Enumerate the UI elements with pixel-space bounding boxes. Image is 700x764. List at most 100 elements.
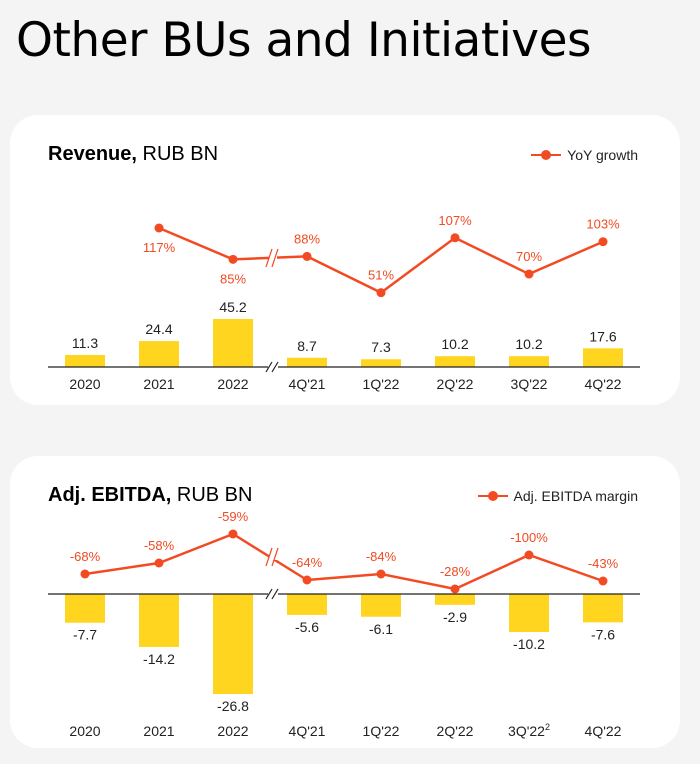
line-break-icon — [265, 248, 279, 268]
ebitda-chart-title: Adj. EBITDA, RUB BN — [48, 484, 252, 507]
ebitda-category-label: 4Q'22 — [585, 723, 622, 739]
revenue-growth-label: 117% — [143, 240, 176, 255]
ebitda-bar-value-label: -7.7 — [73, 627, 97, 643]
revenue-growth-label: 88% — [294, 231, 320, 246]
revenue-bar — [509, 356, 549, 367]
revenue-chart-title: Revenue, RUB BN — [48, 143, 218, 166]
revenue-growth-line — [306, 236, 604, 295]
revenue-category-label: 2Q'22 — [437, 376, 474, 392]
ebitda-bar-value-label: -6.1 — [369, 621, 393, 637]
page-title: Other BUs and Initiatives — [16, 13, 592, 68]
revenue-category-label: 2022 — [217, 376, 248, 392]
ebitda-bar — [435, 594, 475, 605]
ebitda-margin-point — [450, 584, 460, 594]
revenue-bar-value-label: 10.2 — [515, 336, 542, 352]
ebitda-bar — [361, 594, 401, 617]
ebitda-chart: -7.7 2020 -14.2 2021 -26.8 2022 -5.6 4Q'21 -6.1 1… — [48, 509, 640, 739]
ebitda-margin-point — [154, 558, 164, 568]
revenue-growth-label: 85% — [220, 271, 246, 286]
revenue-growth-point — [598, 237, 608, 247]
ebitda-margin-label: -84% — [366, 549, 397, 564]
ebitda-bar-value-label: -26.8 — [217, 698, 249, 714]
ebitda-title-unit: RUB BN — [171, 484, 253, 506]
revenue-growth-label: 51% — [368, 268, 394, 283]
revenue-growth-line — [158, 226, 234, 261]
revenue-legend: YoY growth — [531, 147, 638, 163]
revenue-growth-point — [154, 223, 164, 233]
ebitda-margin-point — [524, 550, 534, 560]
ebitda-margin-point — [80, 569, 90, 579]
revenue-growth-point — [302, 251, 312, 261]
revenue-category-label: 2021 — [143, 376, 174, 392]
revenue-bar-value-label: 7.3 — [371, 339, 391, 355]
ebitda-margin-label: -68% — [70, 549, 101, 564]
revenue-growth-point — [376, 288, 386, 298]
ebitda-title-bold: Adj. EBITDA, — [48, 484, 172, 506]
ebitda-bar-value-label: -10.2 — [513, 636, 545, 652]
ebitda-margin-point — [376, 569, 386, 579]
ebitda-margin-point — [228, 529, 238, 539]
revenue-category-label: 2020 — [69, 376, 100, 392]
ebitda-margin-point — [302, 575, 312, 585]
ebitda-bar — [287, 594, 327, 615]
revenue-chart-card: Revenue, RUB BN YoY growth 11.3 2020 24.4 2… — [10, 115, 680, 405]
line-break-icon — [265, 547, 279, 567]
ebitda-margin-label: -100% — [510, 530, 548, 545]
ebitda-bar-value-label: -14.2 — [143, 651, 175, 667]
ebitda-margin-label: -59% — [218, 509, 249, 524]
revenue-title-bold: Revenue, — [48, 143, 137, 165]
ebitda-category-label: 2022 — [217, 723, 248, 739]
revenue-bar — [435, 356, 475, 367]
ebitda-margin-label: -28% — [440, 564, 471, 579]
ebitda-category-label: 3Q'222 — [508, 722, 550, 739]
ebitda-bar — [139, 594, 179, 647]
revenue-bar-value-label: 11.3 — [72, 335, 98, 351]
revenue-chart: 11.3 2020 24.4 2021 45.2 2022 8.7 4Q'21 7.3 1Q'22… — [48, 213, 640, 392]
ebitda-bar-value-label: -5.6 — [295, 619, 319, 635]
revenue-bar-value-label: 24.4 — [145, 321, 172, 337]
revenue-growth-label: 103% — [586, 217, 620, 232]
ebitda-bar-value-label: -7.6 — [591, 626, 615, 642]
axis-break-icon — [265, 361, 279, 373]
revenue-bar-value-label: 17.6 — [589, 328, 616, 344]
revenue-category-label: 4Q'21 — [289, 376, 326, 392]
revenue-category-label: 4Q'22 — [585, 376, 622, 392]
revenue-bar — [361, 359, 401, 367]
ebitda-legend: Adj. EBITDA margin — [477, 488, 639, 504]
revenue-bar — [139, 341, 179, 367]
ebitda-margin-label: -64% — [292, 555, 323, 570]
revenue-growth-point — [450, 233, 460, 243]
ebitda-bar-value-label: -2.9 — [443, 609, 467, 625]
ebitda-margin-label: -43% — [588, 556, 619, 571]
revenue-bar-value-label: 45.2 — [219, 299, 246, 315]
revenue-title-unit: RUB BN — [136, 143, 219, 165]
revenue-bar — [287, 357, 327, 367]
revenue-category-label: 3Q'22 — [511, 376, 548, 392]
revenue-growth-point — [524, 269, 534, 279]
revenue-category-label: 1Q'22 — [363, 376, 400, 392]
revenue-bar — [583, 348, 623, 367]
ebitda-bar — [213, 594, 253, 694]
revenue-growth-point — [228, 254, 238, 264]
ebitda-chart-card: Adj. EBITDA, RUB BN Adj. EBITDA margin -… — [10, 456, 680, 748]
axis-break-icon — [265, 588, 279, 600]
ebitda-category-label: 2021 — [143, 723, 174, 739]
ebitda-bar — [509, 594, 549, 633]
revenue-bar — [65, 355, 105, 367]
line-marker-icon — [477, 489, 508, 503]
revenue-legend-label: YoY growth — [567, 147, 638, 163]
ebitda-category-label: 4Q'21 — [289, 723, 326, 739]
revenue-growth-label: 107% — [438, 213, 472, 228]
ebitda-legend-label: Adj. EBITDA margin — [513, 488, 639, 504]
ebitda-margin-label: -58% — [144, 538, 175, 553]
ebitda-category-label: 2Q'22 — [437, 723, 474, 739]
line-marker-icon — [531, 148, 562, 162]
ebitda-bar — [583, 594, 623, 623]
ebitda-margin-point — [598, 576, 608, 586]
ebitda-category-label: 1Q'22 — [363, 723, 400, 739]
footnote-superscript: 2 — [545, 722, 550, 732]
revenue-bar — [213, 319, 253, 367]
revenue-bar-value-label: 8.7 — [297, 338, 317, 354]
revenue-bar-value-label: 10.2 — [441, 336, 468, 352]
ebitda-category-label: 2020 — [69, 723, 100, 739]
